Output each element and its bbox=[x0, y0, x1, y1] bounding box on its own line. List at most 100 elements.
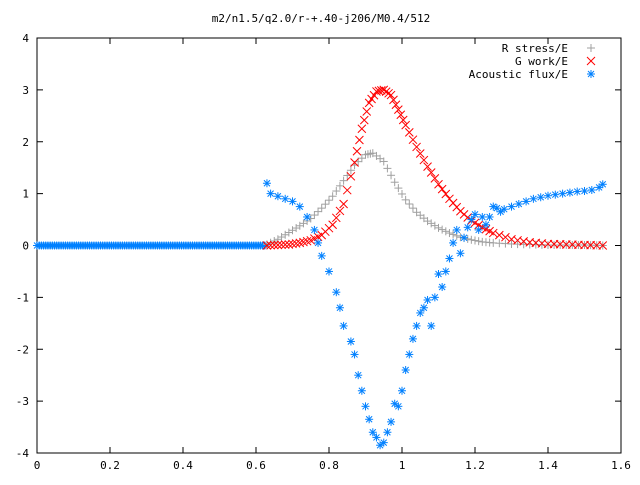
data-point bbox=[339, 176, 348, 185]
star-marker-d2 bbox=[420, 304, 428, 312]
data-point bbox=[372, 433, 381, 442]
y-tick-label: 3 bbox=[22, 84, 29, 97]
data-point bbox=[303, 212, 312, 221]
data-layer bbox=[33, 85, 608, 450]
data-point-interp bbox=[355, 135, 364, 145]
star-marker-d2 bbox=[402, 366, 410, 374]
y-tick-label: -3 bbox=[16, 395, 29, 408]
data-point bbox=[551, 190, 560, 199]
star-marker-d2 bbox=[537, 193, 545, 201]
x-tick-label: 0 bbox=[34, 459, 41, 472]
data-point bbox=[284, 240, 294, 249]
x-tick-label: 1.6 bbox=[611, 459, 631, 472]
cross-marker-b bbox=[434, 179, 443, 189]
data-point bbox=[536, 193, 545, 202]
data-point bbox=[288, 197, 297, 206]
star-marker-d2 bbox=[497, 208, 504, 216]
legend-markers bbox=[586, 44, 596, 78]
data-point bbox=[386, 90, 396, 100]
data-point bbox=[390, 178, 399, 187]
cross-marker-b bbox=[335, 206, 345, 216]
data-point-interp bbox=[430, 221, 439, 230]
star-marker-d2 bbox=[365, 415, 373, 423]
data-point bbox=[379, 438, 388, 447]
cross-marker-b bbox=[494, 230, 504, 240]
cross-marker-b bbox=[355, 135, 364, 145]
cross-marker-b bbox=[280, 240, 290, 249]
x-tick-label: 0.8 bbox=[319, 459, 339, 472]
y-tick-label: 2 bbox=[22, 136, 29, 149]
data-point bbox=[365, 415, 374, 424]
data-point bbox=[368, 428, 377, 437]
star-marker-d2 bbox=[587, 70, 595, 78]
data-point-interp bbox=[325, 196, 333, 205]
x-tick-label: 0.6 bbox=[246, 459, 266, 472]
data-point-interp bbox=[288, 239, 297, 249]
data-point-interp bbox=[362, 107, 372, 116]
data-point bbox=[332, 288, 341, 297]
data-point bbox=[354, 371, 363, 380]
cross-marker-b bbox=[401, 120, 411, 130]
star-marker-d2 bbox=[599, 180, 607, 188]
data-point bbox=[295, 238, 305, 248]
data-point bbox=[449, 238, 458, 247]
data-point bbox=[350, 158, 359, 167]
star-marker-d2 bbox=[559, 190, 566, 197]
data-point bbox=[317, 204, 326, 213]
cross-marker-b bbox=[350, 158, 359, 167]
data-point-interp bbox=[398, 115, 408, 125]
data-point bbox=[339, 199, 348, 209]
data-point bbox=[314, 238, 323, 247]
data-point bbox=[463, 223, 472, 232]
star-marker-d2 bbox=[387, 418, 395, 426]
data-point bbox=[284, 228, 293, 237]
data-point bbox=[393, 105, 403, 114]
star-marker-d2 bbox=[551, 191, 559, 199]
star-marker-d2 bbox=[460, 234, 468, 242]
y-tick-label: -4 bbox=[16, 447, 30, 460]
data-point bbox=[460, 233, 469, 242]
data-point bbox=[438, 283, 447, 291]
data-point bbox=[357, 124, 367, 134]
data-point-interp bbox=[367, 94, 376, 104]
data-point bbox=[273, 240, 283, 250]
data-point-interp bbox=[408, 204, 417, 213]
legend-label-g-work: G work/E bbox=[515, 55, 568, 68]
cross-marker-b bbox=[359, 115, 369, 125]
data-point-interp bbox=[438, 225, 447, 234]
data-point-interp bbox=[389, 95, 398, 105]
cross-marker-b bbox=[269, 240, 279, 250]
star-marker-d2 bbox=[475, 226, 483, 234]
data-point-interp bbox=[427, 219, 436, 228]
cross-marker-b bbox=[362, 107, 372, 116]
cross-marker-b bbox=[302, 236, 312, 246]
data-point-interp bbox=[346, 171, 356, 181]
data-point bbox=[529, 194, 538, 203]
cross-marker-b bbox=[586, 56, 596, 66]
cross-marker-b bbox=[485, 226, 494, 236]
data-point bbox=[401, 195, 410, 204]
data-point bbox=[295, 202, 304, 211]
cross-marker-b bbox=[441, 189, 451, 199]
data-point-interp bbox=[441, 227, 450, 236]
cross-marker-b bbox=[419, 155, 429, 165]
star-marker-d2 bbox=[369, 428, 377, 436]
cross-marker-b bbox=[367, 94, 376, 104]
star-marker-d2 bbox=[376, 441, 384, 449]
data-point bbox=[383, 428, 392, 437]
data-point-interp bbox=[394, 184, 403, 193]
star-marker-d2 bbox=[314, 239, 322, 247]
data-point bbox=[573, 187, 582, 196]
data-point bbox=[430, 293, 439, 302]
star-marker-d2 bbox=[522, 198, 530, 205]
cross-marker-b bbox=[408, 135, 418, 145]
data-point bbox=[273, 192, 282, 201]
star-marker-d2 bbox=[274, 192, 282, 200]
x-tick-label: 0.2 bbox=[100, 459, 120, 472]
data-point-interp bbox=[494, 230, 504, 240]
star-marker-d2 bbox=[581, 187, 588, 195]
data-point bbox=[488, 228, 498, 238]
x-tick-label: 1.4 bbox=[538, 459, 558, 472]
cross-marker-b bbox=[481, 224, 491, 234]
data-point bbox=[364, 98, 374, 108]
